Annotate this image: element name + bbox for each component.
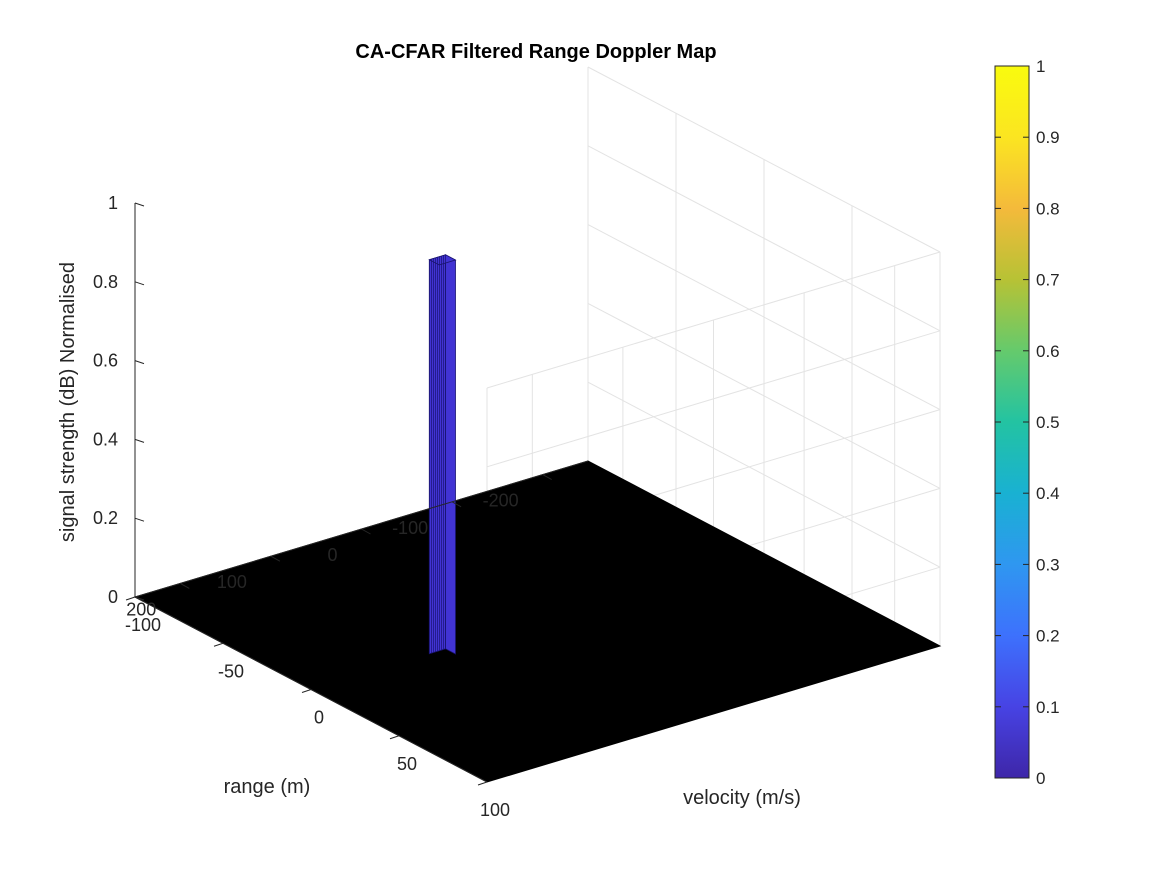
colorbar-tick-label: 1 [1036,57,1045,76]
z-tick-mark [134,438,145,443]
colorbar-tick-label: 0.9 [1036,128,1060,147]
colorbar-tick-label: 0.3 [1036,555,1060,574]
z-tick-mark [134,360,145,365]
z-tick-label: 0.8 [93,272,118,292]
x-tick-mark [125,596,136,601]
x-tick-mark [389,735,400,740]
grid-line [587,66,941,253]
y-tick-label: 100 [217,572,247,592]
colorbar-ticks: 0 0.1 0.2 0.3 0.4 0.5 0.6 0.7 0.8 0.9 1 [995,57,1060,788]
colorbar-tick-label: 0.8 [1036,199,1060,218]
z-tick-label: 0 [108,587,118,607]
y-axis-label: range (m) [224,776,311,798]
z-tick-label: 1 [108,193,118,213]
x-tick-mark [213,642,224,647]
tick-labels: 00.20.40.60.81-200-1000100200-100-500501… [93,193,552,820]
colorbar-tick-label: 0.6 [1036,342,1060,361]
z-tick-label: 0.6 [93,351,118,371]
plot-3d-axes: 00.20.40.60.81-200-1000100200-100-500501… [93,66,942,820]
z-tick-label: 0.2 [93,508,118,528]
y-tick-mark [180,582,190,589]
x-tick-label: -100 [125,615,161,635]
y-tick-mark [542,474,552,481]
z-tick-mark [134,517,145,522]
y-tick-mark [270,555,281,562]
peak-face-front [445,254,456,655]
y-tick-label: -200 [483,491,519,511]
colorbar-tick-label: 0.7 [1036,271,1060,290]
x-tick-label: -50 [218,661,244,681]
chart-title: CA-CFAR Filtered Range Doppler Map [355,41,716,63]
x-tick-mark [477,781,488,786]
x-tick-mark [301,689,312,693]
colorbar: 0 0.1 0.2 0.3 0.4 0.5 0.6 0.7 0.8 0.9 1 [994,57,1060,788]
x-axis-label: velocity (m/s) [683,787,801,809]
y-tick-label: 0 [327,545,337,565]
y-tick-label: 200 [126,599,156,619]
colorbar-tick-label: 0.4 [1036,484,1060,503]
colorbar-tick-label: 0 [1036,769,1045,788]
y-tick-label: -100 [392,518,428,538]
x-tick-label: 0 [314,708,324,728]
colorbar-tick-label: 0.1 [1036,698,1060,717]
colorbar-tick-label: 0.5 [1036,413,1060,432]
y-tick-mark [361,528,371,535]
z-tick-mark [134,202,145,207]
z-tick-mark [134,281,145,286]
x-tick-label: 100 [480,800,510,820]
x-tick-label: 50 [397,754,417,774]
z-tick-label: 0.4 [93,429,118,449]
grid-line [587,224,941,411]
grid-line [587,302,941,489]
z-axis-label: signal strength (dB) Normalised [57,262,79,542]
grid-line [587,145,941,332]
y-tick-mark [451,501,462,508]
grid-line [587,381,941,568]
z-tick-mark [134,596,145,601]
colorbar-tick-label: 0.2 [1036,627,1060,646]
